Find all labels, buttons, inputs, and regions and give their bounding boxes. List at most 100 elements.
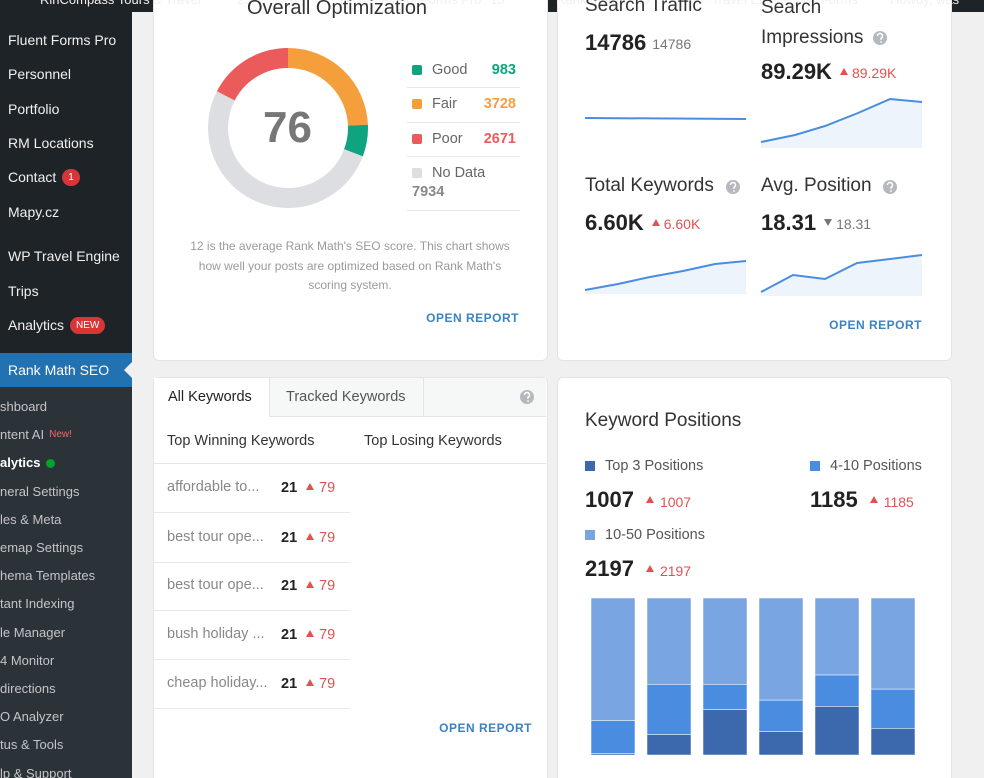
- sparkline-area: [761, 99, 922, 148]
- keyword[interactable]: best tour ope...: [167, 529, 264, 545]
- stat-value: 14786: [585, 30, 647, 55]
- donut-segment: [208, 48, 368, 208]
- menu-item-active[interactable]: Rank Math SEO: [8, 362, 110, 378]
- submenu-item[interactable]: hema Templates: [0, 568, 96, 584]
- tab-label[interactable]: Tracked Keywords: [286, 389, 406, 405]
- bar-segment: [814, 674, 860, 707]
- menu-item[interactable]: RM Locations: [8, 135, 94, 151]
- submenu-item[interactable]: ntent AI: [0, 427, 45, 443]
- active-menu[interactable]: [0, 353, 132, 387]
- tab-active[interactable]: [154, 378, 270, 417]
- admin-bar-item[interactable]: New: [340, 0, 366, 10]
- arrow-up: [869, 496, 878, 503]
- row-divider: [154, 562, 350, 563]
- legend-label: Poor: [432, 131, 463, 147]
- submenu-item[interactable]: le Manager: [0, 624, 66, 640]
- stat-title: Total Keywords: [585, 175, 714, 196]
- keyword-position: 21: [281, 627, 298, 643]
- legend-divider: [407, 210, 520, 211]
- admin-bar-item[interactable]: WPForms: [800, 0, 858, 10]
- submenu-item[interactable]: shboard: [0, 399, 47, 414]
- bar-segment: [590, 720, 636, 754]
- admin-bar-item[interactable]: WP Travel Engine: [687, 0, 791, 10]
- menu-item[interactable]: WP Travel Engine: [8, 248, 120, 264]
- submenu-item[interactable]: 4 Monitor: [0, 652, 55, 668]
- keyword-change: 79: [319, 627, 336, 643]
- arrow-up: [306, 679, 314, 686]
- menu-item[interactable]: Personnel: [8, 66, 72, 82]
- row-divider: [154, 512, 350, 513]
- submenu-item[interactable]: tant Indexing: [0, 596, 75, 612]
- row-divider: [154, 659, 350, 660]
- admin-bar-item[interactable]: 15: [490, 0, 504, 10]
- admin-bar-item[interactable]: Fluent Forms Pro: [381, 0, 481, 10]
- description: 12 is the average Rank Math's SEO score.…: [190, 239, 510, 292]
- keyword[interactable]: cheap holiday...: [167, 675, 268, 691]
- help-icon[interactable]: [520, 390, 534, 404]
- stat-value: 18.31: [761, 210, 817, 235]
- bar-segment: [702, 684, 748, 710]
- admin-bar-item[interactable]: 23: [237, 0, 251, 10]
- legend-label: 10-50 Positions: [605, 527, 705, 543]
- keyword[interactable]: affordable to...: [167, 479, 260, 495]
- open-report-link[interactable]: OPEN REPORT: [426, 311, 519, 325]
- submenu-item[interactable]: tus & Tools: [0, 737, 64, 753]
- submenu-item[interactable]: lp & Support: [0, 765, 72, 778]
- menu-item[interactable]: Contact: [8, 169, 57, 185]
- submenu-item[interactable]: les & Meta: [0, 511, 62, 527]
- admin-bar-item[interactable]: Rank Math SEO: [556, 0, 650, 10]
- keyword[interactable]: best tour ope...: [167, 577, 264, 593]
- card-title: Overall Optimization: [247, 0, 428, 19]
- legend-swatch: [412, 65, 422, 75]
- legend-value: 3728: [483, 96, 516, 112]
- position-change: 1185: [883, 494, 914, 510]
- admin-bar-item[interactable]: RinCompass Tours & Travel: [40, 0, 201, 10]
- tab-label[interactable]: All Keywords: [168, 389, 252, 405]
- keyword-change: 79: [319, 480, 336, 496]
- legend-label: Fair: [432, 96, 457, 112]
- legend-swatch: [412, 168, 422, 178]
- legend-swatch: [585, 530, 595, 540]
- menu-item[interactable]: Fluent Forms Pro: [8, 32, 117, 48]
- submenu-item[interactable]: O Analyzer: [0, 709, 64, 725]
- submenu-item[interactable]: alytics: [0, 455, 41, 471]
- help-icon[interactable]: [873, 31, 887, 45]
- divider: [154, 463, 546, 464]
- card-title: Keyword Positions: [585, 410, 742, 431]
- bar-segment: [646, 597, 692, 685]
- bar-segment: [870, 688, 916, 729]
- legend-divider: [407, 122, 520, 123]
- submenu-item[interactable]: neral Settings: [0, 483, 80, 499]
- bar-segment: [590, 597, 636, 721]
- menu-item[interactable]: Analytics: [8, 317, 65, 333]
- stat-value: 6.60K: [585, 210, 644, 235]
- bar-segment: [702, 597, 748, 685]
- submenu-badge: New!: [49, 429, 72, 441]
- admin-bar-item[interactable]: Howdy, was: [890, 0, 959, 10]
- submenu-item[interactable]: emap Settings: [0, 540, 84, 555]
- donut-segment: [208, 48, 368, 208]
- tab[interactable]: [269, 378, 424, 416]
- keyword-change: 79: [319, 578, 336, 594]
- arrow-up: [645, 565, 654, 572]
- menu-item[interactable]: Portfolio: [8, 101, 60, 117]
- menu-item[interactable]: Trips: [8, 283, 39, 299]
- sparkline-area: [761, 255, 922, 296]
- open-report-link[interactable]: OPEN REPORT: [439, 721, 532, 735]
- keyword-change: 79: [319, 676, 336, 692]
- keywords-card: [153, 377, 548, 778]
- arrow-up: [651, 219, 660, 226]
- open-report-link[interactable]: OPEN REPORT: [829, 318, 922, 332]
- submenu-item[interactable]: directions: [0, 681, 56, 696]
- legend-swatch: [412, 99, 422, 109]
- help-icon[interactable]: [883, 180, 897, 194]
- help-icon[interactable]: [726, 180, 740, 194]
- menu-item[interactable]: Mapy.cz: [8, 204, 60, 220]
- stat-title: Avg. Position: [761, 175, 872, 196]
- keyword[interactable]: bush holiday ...: [167, 626, 265, 642]
- status-dot: [46, 459, 56, 469]
- admin-bar-item[interactable]: 0: [290, 0, 297, 10]
- sparkline: [584, 260, 747, 291]
